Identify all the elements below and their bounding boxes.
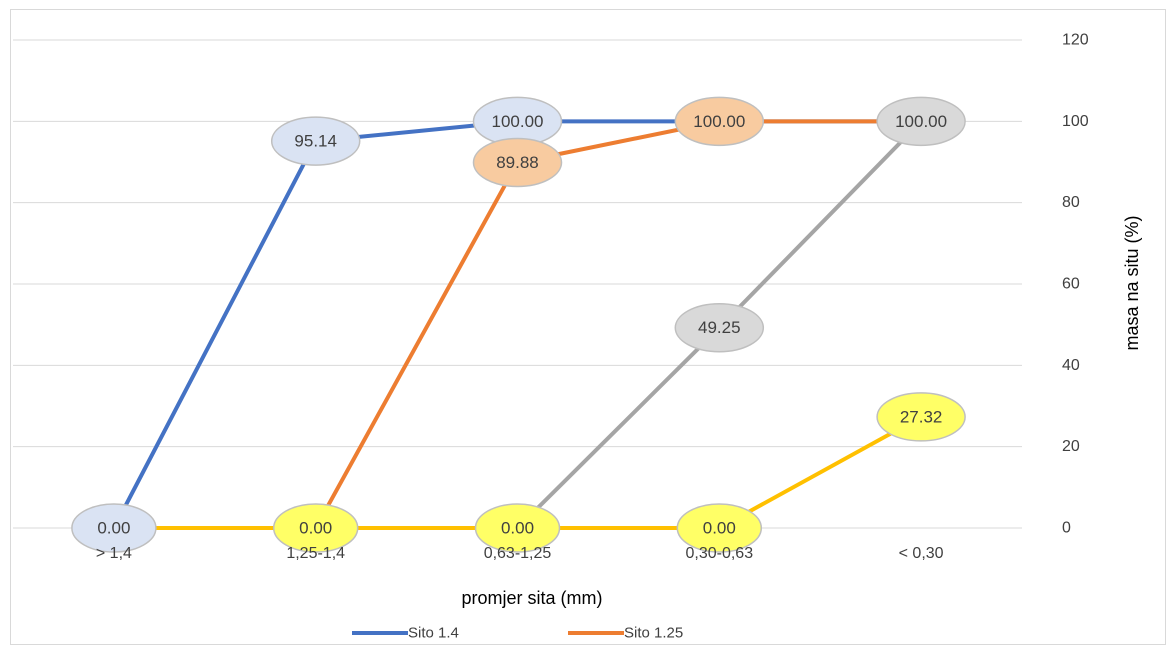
data-label-text: 100.00 — [895, 112, 947, 131]
data-label-text: 27.32 — [900, 407, 943, 426]
data-label-text: 100.00 — [693, 112, 745, 131]
data-label: 100.00 — [876, 96, 966, 147]
data-label-text: 100.00 — [492, 112, 544, 131]
data-label-text: 89.88 — [496, 153, 539, 172]
chart-frame — [10, 9, 1166, 645]
data-label-bubble — [876, 96, 966, 147]
data-label: 0.00 — [71, 503, 157, 553]
x-axis-ticks: > 1,4 1,25-1,4 0,63-1,25 0,30-0,63 < 0,30 — [96, 545, 944, 562]
data-label: 89.88 — [472, 137, 563, 188]
data-label-bubble — [674, 302, 765, 353]
data-label-text: 49.25 — [698, 318, 741, 337]
data-label-bubble — [876, 392, 966, 442]
y-tick-label: 80 — [1062, 194, 1080, 211]
x-tick-label: 0,30-0,63 — [685, 545, 753, 562]
data-label-bubble — [272, 503, 359, 553]
data-label-bubble — [270, 116, 361, 166]
data-label-bubble — [71, 503, 157, 553]
x-tick-label: < 0,30 — [899, 545, 944, 562]
legend-label: Sito 1.25 — [624, 625, 683, 642]
data-label: 49.25 — [674, 302, 765, 353]
data-label: 0.00 — [676, 503, 763, 553]
series-line — [313, 119, 922, 529]
data-label: 0.00 — [272, 503, 359, 553]
gridlines — [13, 39, 1022, 529]
legend: Sito 1.4 Sito 1.25 — [352, 625, 683, 642]
data-label-bubble — [472, 137, 563, 188]
data-label: 100.00 — [674, 96, 765, 147]
data-label-bubble — [474, 503, 561, 553]
y-tick-label: 40 — [1062, 357, 1080, 374]
data-label-bubble — [674, 96, 765, 147]
y-axis-ticks: 0 20 40 60 80 100 120 — [1062, 32, 1089, 537]
y-tick-label: 120 — [1062, 32, 1089, 49]
data-labels: 0.00 95.14 100.00 89.88 100.00 49.25 100.00 0.0… — [71, 96, 966, 553]
y-tick-label: 60 — [1062, 276, 1080, 293]
data-label: 0.00 — [474, 503, 561, 553]
data-label: 95.14 — [270, 116, 361, 166]
x-axis-title: promjer sita (mm) — [461, 588, 602, 608]
legend-label: Sito 1.4 — [408, 625, 459, 642]
data-label-text: 0.00 — [299, 519, 332, 538]
data-label-text: 0.00 — [97, 519, 130, 538]
data-label: 27.32 — [876, 392, 966, 442]
x-tick-label: 1,25-1,4 — [286, 545, 345, 562]
y-axis-title: masa na situ (%) — [1122, 215, 1142, 350]
legend-item: Sito 1.25 — [568, 625, 683, 642]
data-label-text: 0.00 — [703, 519, 736, 538]
data-label-text: 0.00 — [501, 519, 534, 538]
legend-item: Sito 1.4 — [352, 625, 459, 642]
data-label-text: 95.14 — [294, 132, 337, 151]
y-tick-label: 20 — [1062, 438, 1080, 455]
y-tick-label: 100 — [1062, 113, 1089, 130]
data-label-bubble — [676, 503, 763, 553]
y-tick-label: 0 — [1062, 520, 1071, 537]
x-tick-label: 0,63-1,25 — [484, 545, 552, 562]
x-tick-label: > 1,4 — [96, 545, 132, 562]
